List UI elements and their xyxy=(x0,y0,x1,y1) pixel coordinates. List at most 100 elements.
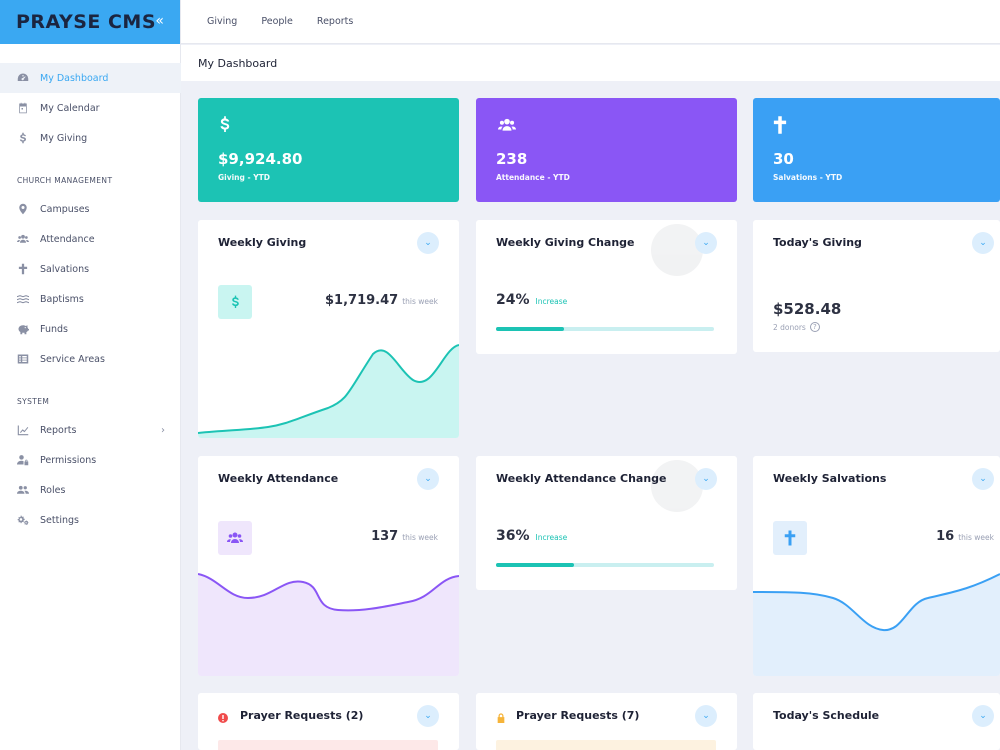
chevron-down-icon[interactable]: ⌄ xyxy=(972,705,994,727)
double-chevron-left-icon[interactable]: « xyxy=(155,13,164,29)
user-lock-icon xyxy=(16,453,30,467)
users-cog-icon xyxy=(16,483,30,497)
page-title: My Dashboard xyxy=(181,45,1000,81)
stat-value: 238 xyxy=(496,150,528,168)
sidebar-item-label: Service Areas xyxy=(40,353,105,365)
sidebar-item-my-dashboard[interactable]: My Dashboard xyxy=(0,63,181,93)
chevron-right-icon: › xyxy=(161,424,165,436)
watermark-icon xyxy=(651,224,703,276)
sidebar-item-baptisms[interactable]: Baptisms xyxy=(0,284,181,314)
sidebar-item-my-giving[interactable]: My Giving xyxy=(0,123,181,153)
sidebar-item-roles[interactable]: Roles xyxy=(0,475,181,505)
chevron-down-icon[interactable]: ⌄ xyxy=(695,705,717,727)
section-church-management: CHURCH MANAGEMENT xyxy=(17,176,113,185)
weekly-giving-metric: $1,719.47 this week xyxy=(325,293,438,308)
stat-label: Salvations - YTD xyxy=(773,173,843,182)
chevron-down-icon[interactable]: ⌄ xyxy=(417,468,439,490)
alert-icon xyxy=(218,713,228,723)
metric-amount: 16 xyxy=(936,529,955,544)
map-pin-icon xyxy=(16,202,30,216)
sidebar-item-my-calendar[interactable]: My Calendar xyxy=(0,93,181,123)
metric-period: this week xyxy=(402,297,438,306)
change-direction: Increase xyxy=(535,297,568,306)
card-title: Prayer Requests (7) xyxy=(516,709,640,722)
chevron-down-icon[interactable]: ⌄ xyxy=(417,705,439,727)
sidebar-item-service-areas[interactable]: Service Areas xyxy=(0,344,181,374)
cross-icon xyxy=(16,262,30,276)
sidebar-item-label: Salvations xyxy=(40,263,90,275)
dollar-icon xyxy=(16,131,30,145)
donor-count: 2 donors ? xyxy=(773,322,820,332)
sidebar-item-label: Reports xyxy=(40,424,77,436)
water-icon xyxy=(16,292,30,306)
sidebar-item-label: Funds xyxy=(40,323,68,335)
donor-count-text: 2 donors xyxy=(773,322,806,332)
dollar-badge-icon xyxy=(218,285,252,319)
cross-badge-icon xyxy=(773,521,807,555)
calendar-icon xyxy=(16,101,30,115)
weekly-giving-sparkline xyxy=(198,344,459,438)
sidebar-item-label: Baptisms xyxy=(40,293,84,305)
brand-logo[interactable]: PRAYSE CMS xyxy=(16,11,157,33)
stat-value: $9,924.80 xyxy=(218,150,303,168)
brand-header: PRAYSE CMS « xyxy=(0,0,180,44)
metric-amount: $1,719.47 xyxy=(325,293,399,308)
topnav-link-reports[interactable]: Reports xyxy=(316,16,354,27)
stat-card-attendance[interactable]: 238 Attendance - YTD xyxy=(476,98,737,202)
stat-card-giving[interactable]: $9,924.80 Giving - YTD xyxy=(198,98,459,202)
sidebar: PRAYSE CMS « My Dashboard My Calendar My… xyxy=(0,0,181,750)
chevron-down-icon[interactable]: ⌄ xyxy=(695,232,717,254)
watermark-icon xyxy=(651,460,703,512)
card-todays-giving: Today's Giving ⌄ $528.48 2 donors ? xyxy=(753,220,1000,352)
chevron-down-icon[interactable]: ⌄ xyxy=(417,232,439,254)
metric-period: this week xyxy=(958,533,994,542)
dollar-icon xyxy=(218,116,232,138)
change-percent: 24% xyxy=(496,292,530,308)
topnav-link-giving[interactable]: Giving xyxy=(207,16,238,27)
chevron-down-icon[interactable]: ⌄ xyxy=(695,468,717,490)
sidebar-item-attendance[interactable]: Attendance xyxy=(0,224,181,254)
sidebar-item-label: Settings xyxy=(40,514,79,526)
gears-icon xyxy=(16,513,30,527)
progress-fill xyxy=(496,327,564,331)
users-badge-icon xyxy=(218,521,252,555)
section-system: SYSTEM xyxy=(17,397,50,406)
weekly-salvations-sparkline xyxy=(753,573,1000,676)
stat-card-salvations[interactable]: 30 Salvations - YTD xyxy=(753,98,1000,202)
sidebar-item-label: My Calendar xyxy=(40,102,100,114)
progress-track xyxy=(496,563,714,567)
prayer-item-bar[interactable] xyxy=(496,740,716,750)
question-icon[interactable]: ? xyxy=(809,322,820,332)
card-prayer-requests-urgent: Prayer Requests (2) ⌄ xyxy=(198,693,459,750)
weekly-attendance-metric: 137 this week xyxy=(371,529,438,544)
sidebar-item-funds[interactable]: Funds xyxy=(0,314,181,344)
chevron-down-icon[interactable]: ⌄ xyxy=(972,232,994,254)
weekly-salvations-metric: 16 this week xyxy=(936,529,994,544)
stat-label: Giving - YTD xyxy=(218,173,271,182)
cross-icon xyxy=(773,116,787,138)
sidebar-item-settings[interactable]: Settings xyxy=(0,505,181,535)
card-title: Weekly Giving xyxy=(218,236,307,249)
top-navigation: Giving People Reports xyxy=(181,0,1000,44)
card-weekly-giving-change: Weekly Giving Change ⌄ 24% Increase xyxy=(476,220,737,354)
sidebar-item-reports[interactable]: Reports › xyxy=(0,415,181,445)
topnav-link-people[interactable]: People xyxy=(261,16,293,27)
chevron-down-icon[interactable]: ⌄ xyxy=(972,468,994,490)
sidebar-item-campuses[interactable]: Campuses xyxy=(0,194,181,224)
giving-change-value: 24% Increase xyxy=(496,292,567,308)
sidebar-item-label: Roles xyxy=(40,484,66,496)
sidebar-item-salvations[interactable]: Salvations xyxy=(0,254,181,284)
card-prayer-requests-private: Prayer Requests (7) ⌄ xyxy=(476,693,737,750)
card-weekly-salvations: Weekly Salvations ⌄ 16 this week xyxy=(753,456,1000,676)
card-weekly-attendance: Weekly Attendance ⌄ 137 this week xyxy=(198,456,459,676)
card-title: Weekly Salvations xyxy=(773,472,887,485)
metric-amount: 137 xyxy=(371,529,399,544)
attendance-change-value: 36% Increase xyxy=(496,528,567,544)
change-percent: 36% xyxy=(496,528,530,544)
sidebar-item-label: My Dashboard xyxy=(40,72,109,84)
sidebar-item-permissions[interactable]: Permissions xyxy=(0,445,181,475)
prayer-item-bar[interactable] xyxy=(218,740,438,750)
stat-label: Attendance - YTD xyxy=(496,173,570,182)
sidebar-item-label: Permissions xyxy=(40,454,97,466)
card-weekly-attendance-change: Weekly Attendance Change ⌄ 36% Increase xyxy=(476,456,737,590)
